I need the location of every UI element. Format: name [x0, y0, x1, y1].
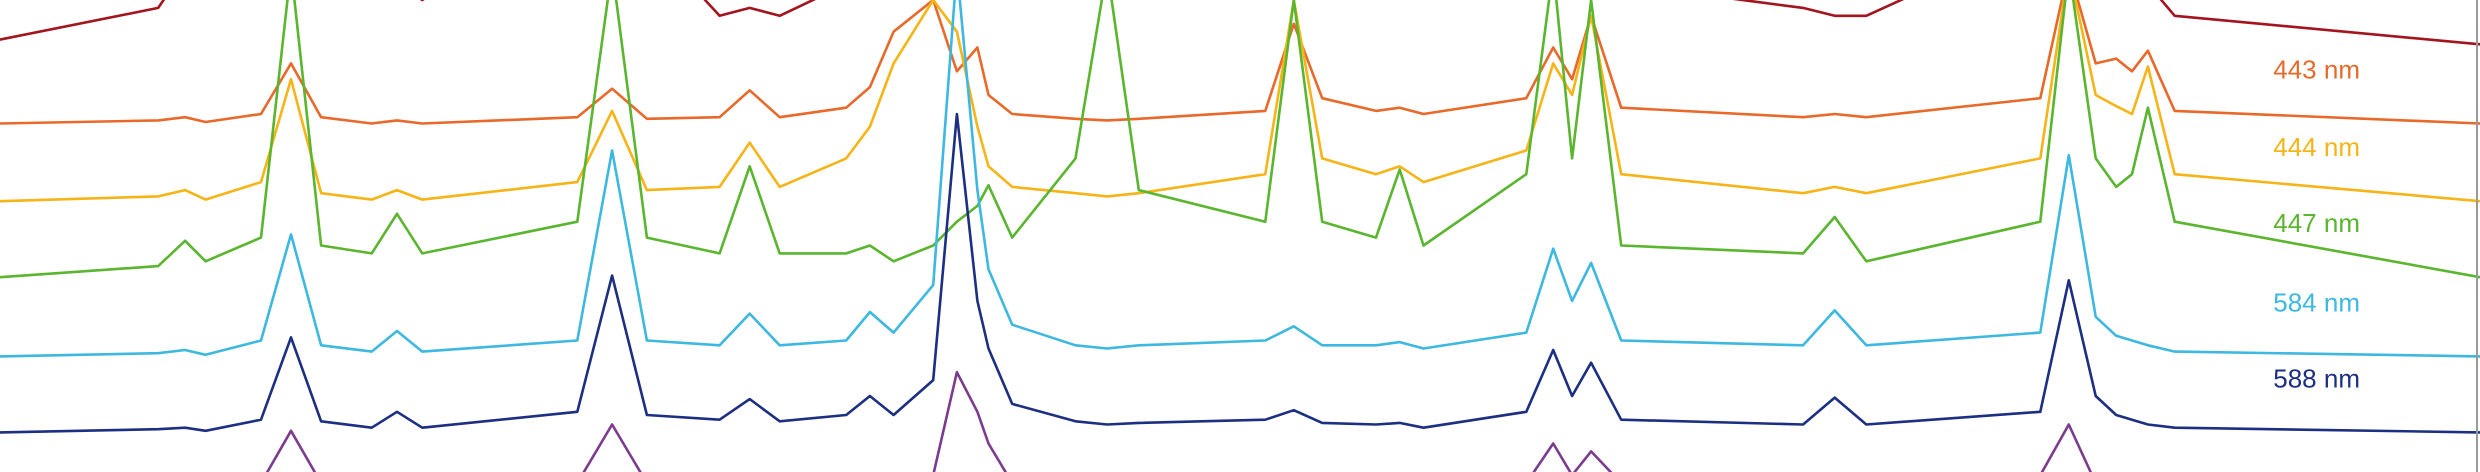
- spectrum-line: [0, 0, 2480, 203]
- spectrum-line: [0, 112, 2480, 434]
- spectrum-line: [0, 0, 2480, 46]
- series-label: 584 nm: [2273, 287, 2360, 317]
- series-label: 447 nm: [2273, 208, 2360, 238]
- spectrum-line: [0, 0, 2480, 358]
- series-label: 588 nm: [2273, 363, 2360, 393]
- spectrum-line: [0, 0, 2480, 125]
- series-label: 443 nm: [2273, 54, 2360, 84]
- spectrum-line: [0, 0, 2480, 279]
- series-label: 444 nm: [2273, 132, 2360, 162]
